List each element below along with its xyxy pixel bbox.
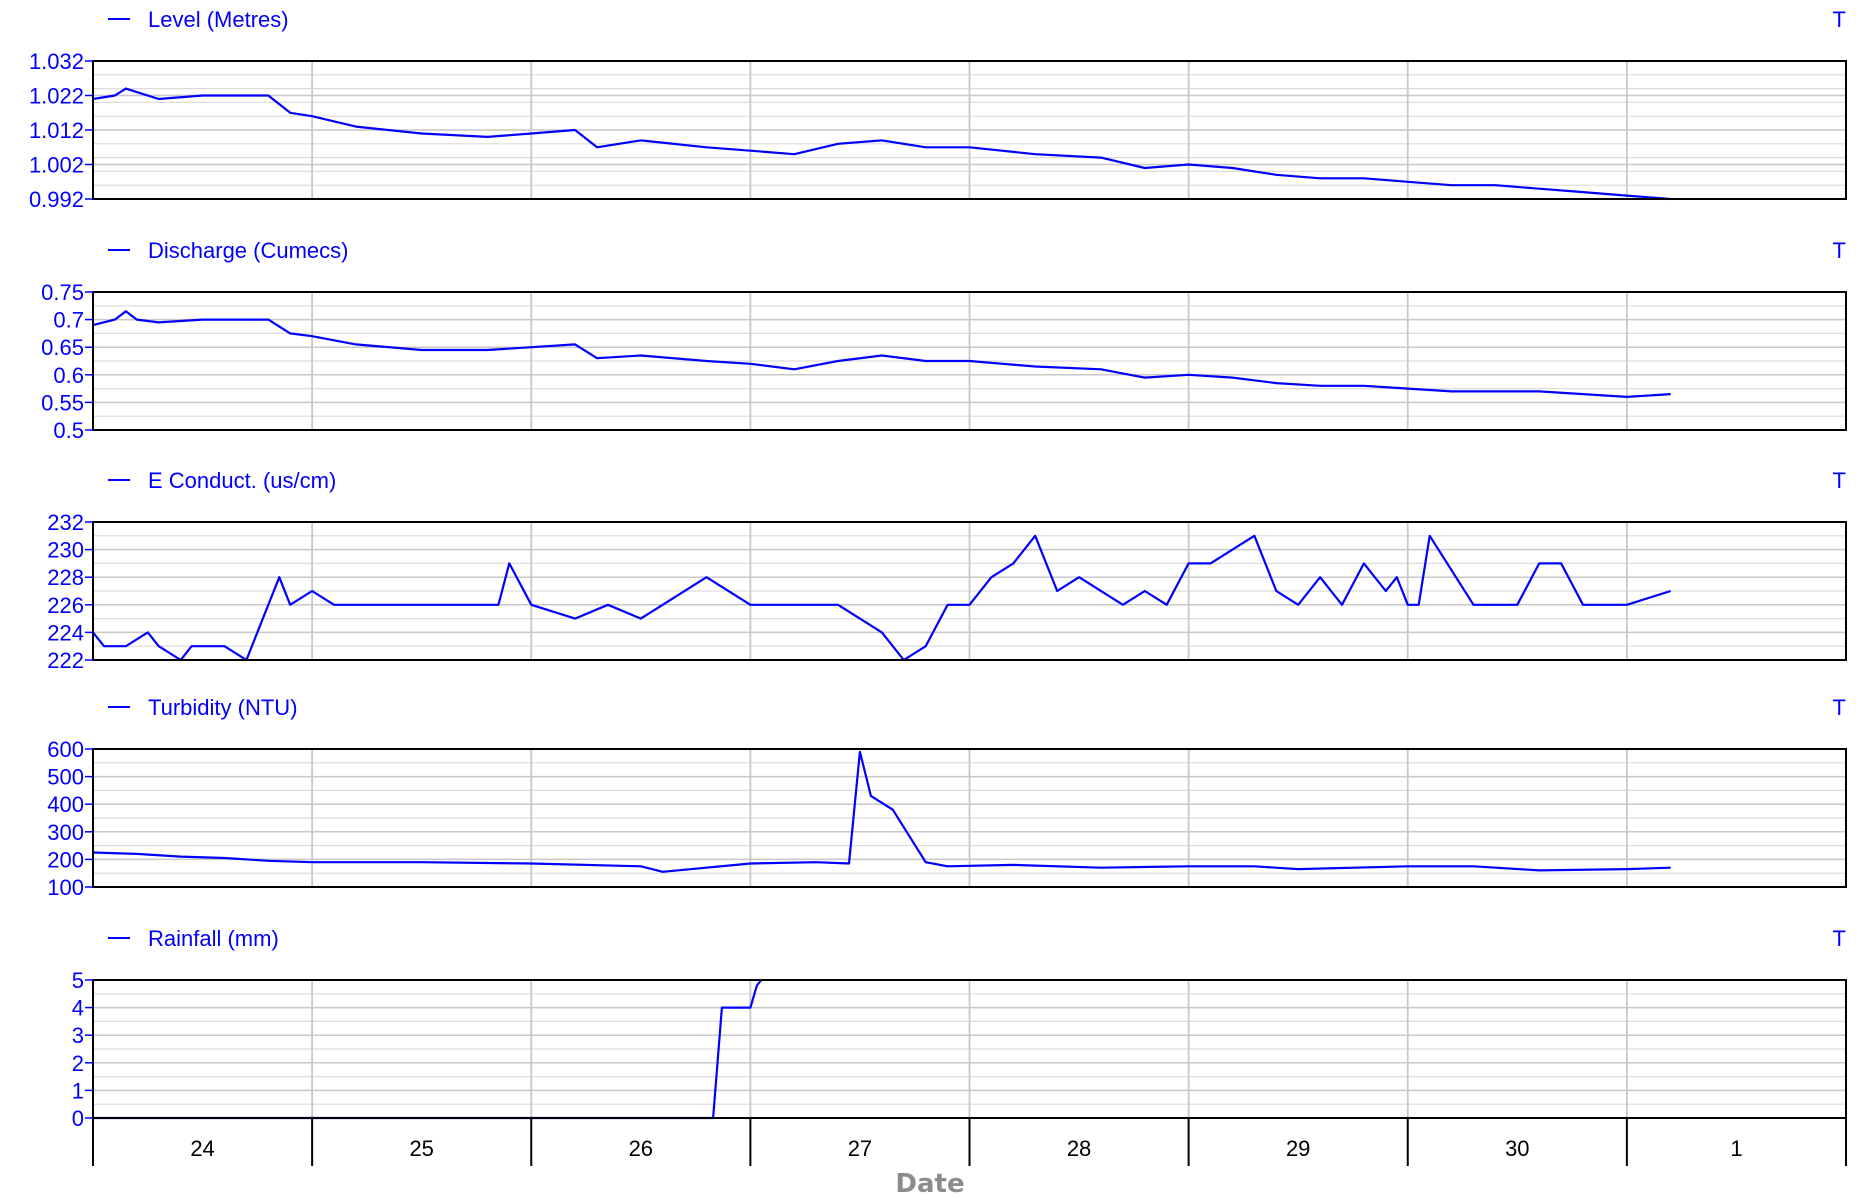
legend-label: Level (Metres) <box>148 7 289 32</box>
y-tick-label: 1 <box>72 1078 84 1103</box>
date-tick-label: 24 <box>190 1136 214 1161</box>
y-tick-label: 1.002 <box>29 153 84 178</box>
y-tick-label: 2 <box>72 1051 84 1076</box>
plot-frame <box>92 748 1847 888</box>
y-tick-label: 224 <box>47 620 84 645</box>
t-marker[interactable]: T <box>1833 7 1846 32</box>
t-marker[interactable]: T <box>1833 695 1846 720</box>
y-tick-label: 1.012 <box>29 118 84 143</box>
legend-label: Rainfall (mm) <box>148 926 279 951</box>
y-tick-label: 3 <box>72 1023 84 1048</box>
y-tick-label: 0.65 <box>41 335 84 360</box>
panel-1: Level (Metres) T 1.032 1.022 1.012 1.002 0.992 <box>29 7 1847 212</box>
y-tick-label: 222 <box>47 648 84 673</box>
date-tick-label: 26 <box>629 1136 653 1161</box>
y-tick-label: 0.75 <box>41 280 84 305</box>
date-tick-label: 1 <box>1730 1136 1742 1161</box>
y-tick-label: 1.022 <box>29 84 84 109</box>
y-tick-label: 200 <box>47 847 84 872</box>
date-tick-label: 27 <box>848 1136 872 1161</box>
date-tick-label: 28 <box>1067 1136 1091 1161</box>
y-tick-label: 0.992 <box>29 187 84 212</box>
y-tick-label: 400 <box>47 792 84 817</box>
legend-label: E Conduct. (us/cm) <box>148 468 336 493</box>
series-line <box>92 87 1671 201</box>
t-marker[interactable]: T <box>1833 238 1846 263</box>
y-tick-label: 0.55 <box>41 390 84 415</box>
y-tick-label: 600 <box>47 737 84 762</box>
date-tick-label: 25 <box>409 1136 433 1161</box>
y-tick-label: 226 <box>47 593 84 618</box>
series-line <box>92 750 1671 873</box>
series-line <box>92 534 1672 662</box>
y-tick-label: 5 <box>72 968 84 993</box>
panels-layer: Level (Metres) T 1.032 1.022 1.012 1.002 0.992… <box>29 7 1847 1131</box>
plot-frame <box>92 521 1847 661</box>
x-axis-title: Date <box>895 1169 964 1199</box>
y-tick-label: 0.5 <box>53 418 84 443</box>
t-marker[interactable]: T <box>1833 926 1846 951</box>
y-tick-label: 0.6 <box>53 363 84 388</box>
y-tick-label: 232 <box>47 510 84 535</box>
y-tick-label: 100 <box>47 875 84 900</box>
plot-frame <box>92 291 1847 431</box>
t-marker[interactable]: T <box>1833 468 1846 493</box>
y-tick-label: 4 <box>72 996 84 1021</box>
y-tick-label: 228 <box>47 565 84 590</box>
panel-2: Discharge (Cumecs) T 0.75 0.70.65 0.60.55 0.5 <box>41 238 1847 443</box>
y-tick-label: 500 <box>47 765 84 790</box>
date-tick-label: 30 <box>1505 1136 1529 1161</box>
y-tick-label: 0 <box>72 1106 84 1131</box>
y-tick-label: 1.032 <box>29 49 84 74</box>
date-axis: 24 25 26 27 28 29 30 1 Date <box>92 1117 1847 1199</box>
y-tick-label: 230 <box>47 538 84 563</box>
series-line <box>92 310 1671 398</box>
legend-label: Turbidity (NTU) <box>148 695 298 720</box>
legend-label: Discharge (Cumecs) <box>148 238 349 263</box>
panel-5: Rainfall (mm) T 5 43 21 0 <box>72 926 1847 1131</box>
y-tick-label: 0.7 <box>53 308 84 333</box>
date-tick-label: 29 <box>1286 1136 1310 1161</box>
y-tick-label: 300 <box>47 820 84 845</box>
